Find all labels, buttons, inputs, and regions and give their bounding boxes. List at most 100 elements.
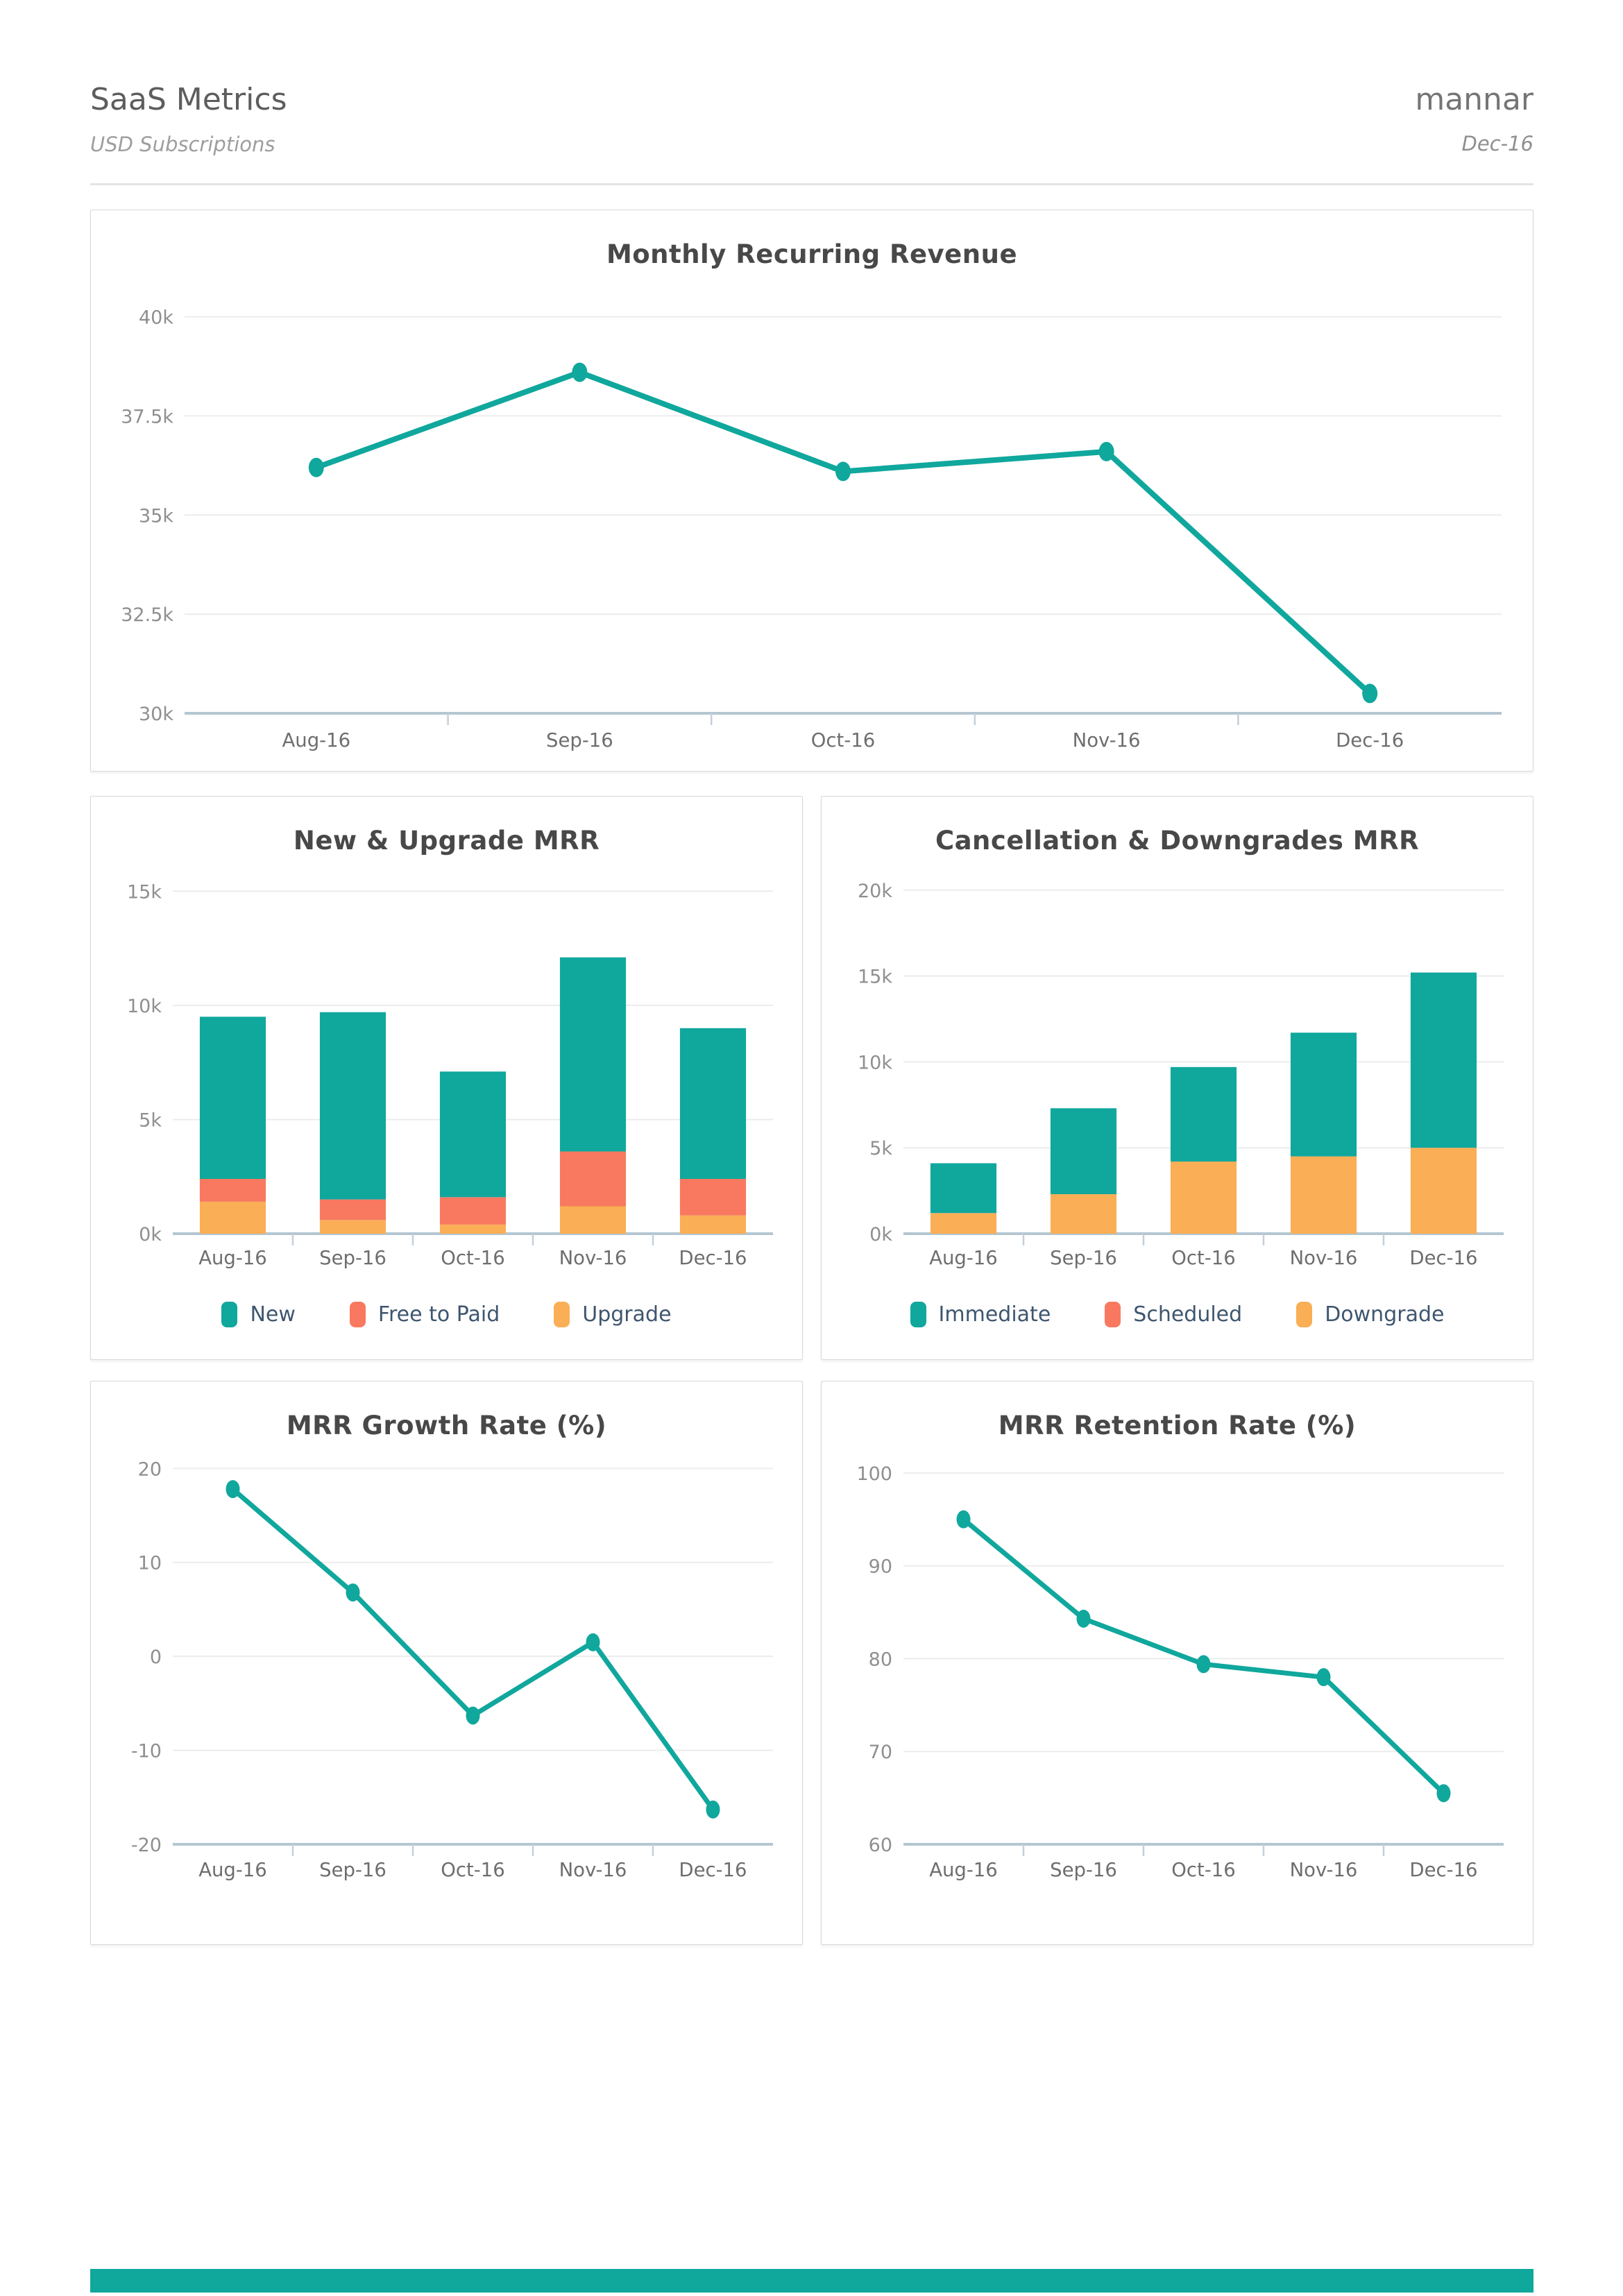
bar-segment-immediate	[1290, 1032, 1357, 1157]
x-tick-label: Dec-16	[1409, 1859, 1477, 1881]
legend-label: Free to Paid	[377, 1302, 500, 1327]
x-tick-label: Oct-16	[441, 1859, 504, 1881]
data-point-marker	[1098, 441, 1114, 461]
legend-label: Downgrade	[1325, 1302, 1445, 1327]
y-tick-label: 37.5k	[121, 406, 173, 427]
report-period: Dec-16	[1461, 132, 1533, 155]
bar-segment-downgrade	[930, 1213, 997, 1234]
data-point-marker	[346, 1583, 360, 1602]
x-tick-label: Aug-16	[929, 1247, 998, 1269]
bar-segment-immediate	[1410, 972, 1477, 1148]
bar-segment-immediate	[1050, 1108, 1117, 1195]
data-point-marker	[835, 461, 851, 482]
chart-title: MRR Growth Rate (%)	[286, 1411, 607, 1440]
x-tick-label: Oct-16	[1171, 1859, 1235, 1881]
y-tick-label: 15k	[127, 881, 162, 903]
y-tick-label: 0	[150, 1647, 162, 1668]
legend-item: Scheduled	[1105, 1302, 1242, 1327]
legend-swatch-icon	[910, 1302, 926, 1327]
y-tick-label: 80	[869, 1649, 892, 1670]
chart-title: Cancellation & Downgrades MRR	[935, 826, 1420, 856]
data-point-marker	[1316, 1668, 1331, 1687]
legend-item: New	[221, 1302, 296, 1327]
x-tick-label: Sep-16	[546, 729, 613, 751]
x-tick-label: Nov-16	[1290, 1859, 1358, 1881]
y-tick-label: 5k	[869, 1138, 892, 1159]
x-tick-label: Sep-16	[319, 1247, 386, 1269]
y-tick-label: 100	[856, 1463, 892, 1485]
y-tick-label: 0k	[139, 1224, 162, 1245]
y-tick-label: 0k	[869, 1224, 892, 1245]
data-point-marker	[1076, 1609, 1091, 1628]
y-tick-label: -10	[131, 1741, 162, 1762]
x-tick-label: Aug-16	[198, 1247, 267, 1269]
data-point-marker	[706, 1800, 720, 1819]
bar-segment-downgrade	[1050, 1194, 1117, 1234]
chart-legend: New Free to Paid Upgrade	[91, 1302, 802, 1327]
bar-segment-free-to-paid	[559, 1151, 627, 1207]
growth-rate-line-chart: -20 -10 0 10 20 Aug-16 Sep-16 Oct-16 Nov-16 Dec-1…	[91, 1454, 802, 1898]
chart-legend: Immediate Scheduled Downgrade	[822, 1302, 1533, 1327]
mrr-line-chart: 30k 32.5k 35k 37.5k 40k Aug-16 Sep-16 Oct-16 Nov…	[91, 297, 1533, 783]
x-tick-label: Sep-16	[1050, 1247, 1117, 1269]
bar-segment-upgrade	[319, 1220, 386, 1234]
x-tick-label: Nov-16	[1290, 1247, 1358, 1269]
x-tick-label: Aug-16	[198, 1859, 267, 1881]
page-subtitle: USD Subscriptions	[90, 133, 275, 156]
data-point-marker	[1362, 683, 1378, 704]
bar-segment-free-to-paid	[679, 1179, 747, 1216]
x-tick-label: Aug-16	[282, 729, 350, 751]
bar-segment-downgrade	[1410, 1148, 1477, 1234]
legend-item: Upgrade	[554, 1302, 672, 1327]
data-point-marker	[956, 1510, 971, 1529]
chart-card-new-upgrade-mrr: New & Upgrade MRR 0k 5k 10k 15k Aug-16 Sep-16…	[90, 796, 803, 1360]
data-point-marker	[1436, 1784, 1451, 1803]
legend-label: Scheduled	[1133, 1302, 1243, 1327]
x-tick-label: Sep-16	[319, 1859, 386, 1881]
y-tick-label: 10k	[858, 1052, 892, 1073]
y-tick-label: 10	[138, 1553, 162, 1574]
chart-title: New & Upgrade MRR	[293, 826, 600, 856]
x-tick-label: Aug-16	[929, 1859, 998, 1881]
x-tick-label: Nov-16	[1073, 729, 1141, 751]
bar-segment-downgrade	[1290, 1156, 1357, 1234]
x-tick-label: Dec-16	[679, 1859, 747, 1881]
y-tick-label: 20	[138, 1459, 162, 1480]
legend-label: Immediate	[938, 1302, 1051, 1327]
x-tick-label: Nov-16	[559, 1859, 627, 1881]
page-title: SaaS Metrics	[90, 82, 287, 117]
new-upgrade-stacked-bar-chart: 0k 5k 10k 15k Aug-16 Sep-16 Oct-16 Nov-16 Dec-16	[91, 873, 802, 1289]
legend-swatch-icon	[1105, 1302, 1121, 1327]
y-tick-label: 20k	[858, 881, 892, 902]
legend-item: Immediate	[910, 1302, 1051, 1327]
y-tick-label: 15k	[858, 967, 892, 988]
legend-label: Upgrade	[582, 1302, 672, 1327]
chart-card-mrr-retention-rate: MRR Retention Rate (%) 60 70 80 90 100 Aug-16…	[821, 1381, 1533, 1945]
y-tick-label: 5k	[139, 1109, 162, 1131]
chart-title: Monthly Recurring Revenue	[606, 239, 1018, 269]
y-tick-label: 70	[869, 1742, 892, 1763]
legend-item: Downgrade	[1296, 1302, 1444, 1327]
bar-segment-upgrade	[439, 1224, 507, 1234]
x-tick-label: Nov-16	[559, 1247, 627, 1269]
report-header: SaaS Metrics mannar USD Subscriptions De…	[90, 82, 1533, 156]
x-tick-label: Dec-16	[679, 1247, 747, 1269]
legend-swatch-icon	[1296, 1302, 1313, 1327]
brand-name: mannar	[1415, 82, 1533, 117]
x-tick-label: Sep-16	[1050, 1859, 1117, 1881]
y-tick-label: -20	[131, 1835, 162, 1856]
legend-swatch-icon	[554, 1302, 570, 1327]
bar-segment-upgrade	[559, 1206, 627, 1234]
legend-item: Free to Paid	[349, 1302, 500, 1327]
legend-swatch-icon	[221, 1302, 238, 1327]
chart-card-monthly-recurring-revenue: Monthly Recurring Revenue 30k 32.5k 35k 37.…	[90, 210, 1533, 772]
bar-segment-free-to-paid	[199, 1179, 266, 1202]
chart-title: MRR Retention Rate (%)	[998, 1411, 1357, 1440]
x-tick-label: Oct-16	[441, 1247, 504, 1269]
data-point-marker	[586, 1633, 600, 1651]
y-tick-label: 30k	[139, 704, 173, 725]
x-tick-label: Oct-16	[1171, 1247, 1235, 1269]
bar-segment-new	[439, 1071, 507, 1198]
bar-segment-free-to-paid	[319, 1199, 386, 1221]
data-point-marker	[466, 1706, 480, 1725]
